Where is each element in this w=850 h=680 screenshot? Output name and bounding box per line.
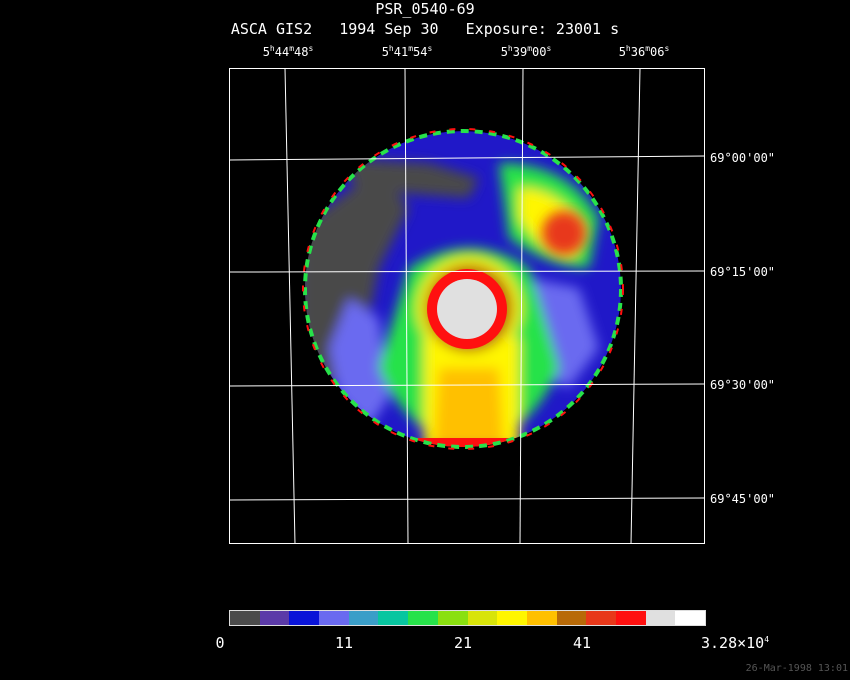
image-subtitle: ASCA GIS2 1994 Sep 30 Exposure: 23001 s — [230, 20, 620, 38]
colorbar-cell — [437, 611, 468, 625]
colorbar-cell — [526, 611, 557, 625]
ra-label-3: 5h39m00s — [500, 44, 552, 59]
colorbar-cell — [289, 611, 320, 625]
colorbar-cell — [497, 611, 527, 625]
colorbar-label-3: 41 — [572, 634, 592, 652]
dec-label-4: 69°45'00" — [710, 492, 776, 506]
colorbar-cell — [615, 611, 646, 625]
colorbar — [229, 610, 706, 626]
xray-image-plot — [229, 68, 705, 544]
ra-label-1: 5h44m48s — [262, 44, 314, 59]
colorbar-cell — [378, 611, 409, 625]
colorbar-cell — [675, 611, 705, 625]
colorbar-cell — [319, 611, 349, 625]
image-title: PSR_0540-69 — [375, 0, 475, 18]
colorbar-label-1: 11 — [334, 634, 354, 652]
colorbar-label-2: 21 — [453, 634, 473, 652]
colorbar-cell — [556, 611, 587, 625]
dec-label-2: 69°15'00" — [710, 265, 776, 279]
dec-label-1: 69°00'00" — [710, 151, 776, 165]
timestamp: 26-Mar-1998 13:01 — [745, 663, 848, 674]
ra-label-2: 5h41m54s — [381, 44, 433, 59]
coordinate-grid — [229, 68, 705, 544]
colorbar-cell — [467, 611, 498, 625]
colorbar-max-label: 3.28×104 — [700, 634, 770, 652]
ra-label-4: 5h36m06s — [618, 44, 670, 59]
colorbar-cell — [230, 611, 260, 625]
colorbar-cell — [259, 611, 290, 625]
colorbar-cell — [645, 611, 676, 625]
colorbar-cell — [408, 611, 438, 625]
detector-field-of-view — [305, 131, 621, 447]
colorbar-cell — [348, 611, 379, 625]
colorbar-cell — [586, 611, 616, 625]
dec-label-3: 69°30'00" — [710, 378, 776, 392]
colorbar-label-0: 0 — [215, 634, 225, 652]
